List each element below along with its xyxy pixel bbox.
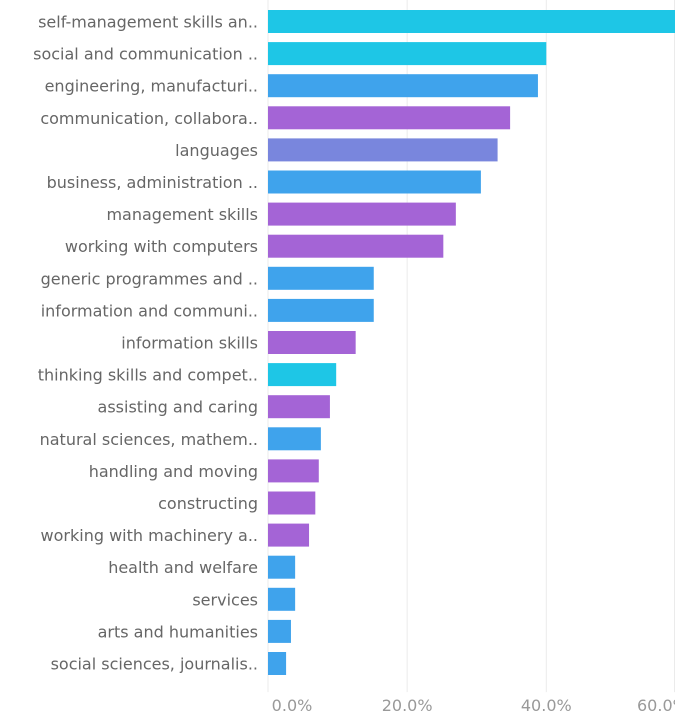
bar[interactable]	[268, 42, 547, 66]
category-label: information skills	[121, 334, 258, 353]
bar[interactable]	[268, 10, 675, 33]
x-axis-ticks: 0.0% 20.0% 40.0% 60.0%	[272, 696, 675, 715]
category-label: services	[192, 590, 258, 609]
category-label: natural sciences, mathem..	[40, 430, 258, 449]
category-label: management skills	[106, 205, 258, 224]
bar[interactable]	[268, 652, 287, 675]
bar[interactable]	[268, 555, 296, 579]
category-label: social sciences, journalis..	[51, 655, 258, 674]
category-labels: self-management skills an.. social and co…	[33, 13, 258, 674]
bar[interactable]	[268, 395, 330, 419]
bar[interactable]	[268, 266, 374, 290]
category-label: self-management skills an..	[38, 13, 258, 32]
bar[interactable]	[268, 459, 319, 483]
category-label: communication, collabora..	[40, 109, 258, 128]
bar[interactable]	[268, 170, 481, 194]
bar[interactable]	[268, 298, 374, 322]
bar[interactable]	[268, 202, 456, 226]
category-label: engineering, manufacturi..	[45, 77, 258, 96]
category-label: generic programmes and ..	[41, 269, 258, 288]
bar[interactable]	[268, 587, 296, 611]
x-tick-label: 20.0%	[382, 696, 433, 715]
bars	[268, 10, 675, 675]
bar[interactable]	[268, 74, 538, 98]
bar[interactable]	[268, 523, 310, 547]
bar[interactable]	[268, 138, 498, 162]
x-tick-label: 60.0%	[637, 696, 675, 715]
bar[interactable]	[268, 106, 511, 130]
x-tick-label: 40.0%	[521, 696, 572, 715]
bar[interactable]	[268, 491, 316, 515]
category-label: information and communi..	[41, 301, 258, 320]
bar[interactable]	[268, 331, 356, 354]
x-tick-label: 0.0%	[272, 696, 313, 715]
category-label: languages	[175, 141, 258, 160]
category-label: handling and moving	[89, 462, 258, 481]
category-label: working with computers	[65, 237, 258, 256]
category-label: assisting and caring	[98, 398, 258, 417]
category-label: thinking skills and compet..	[38, 366, 258, 385]
category-label: social and communication ..	[33, 45, 258, 64]
category-label: business, administration ..	[47, 173, 258, 192]
bar[interactable]	[268, 234, 444, 258]
bar[interactable]	[268, 363, 337, 387]
bar[interactable]	[268, 427, 321, 451]
category-label: constructing	[158, 494, 258, 513]
category-label: health and welfare	[108, 558, 258, 577]
bar[interactable]	[268, 619, 291, 643]
category-label: working with machinery a..	[41, 526, 258, 545]
category-label: arts and humanities	[98, 622, 258, 641]
